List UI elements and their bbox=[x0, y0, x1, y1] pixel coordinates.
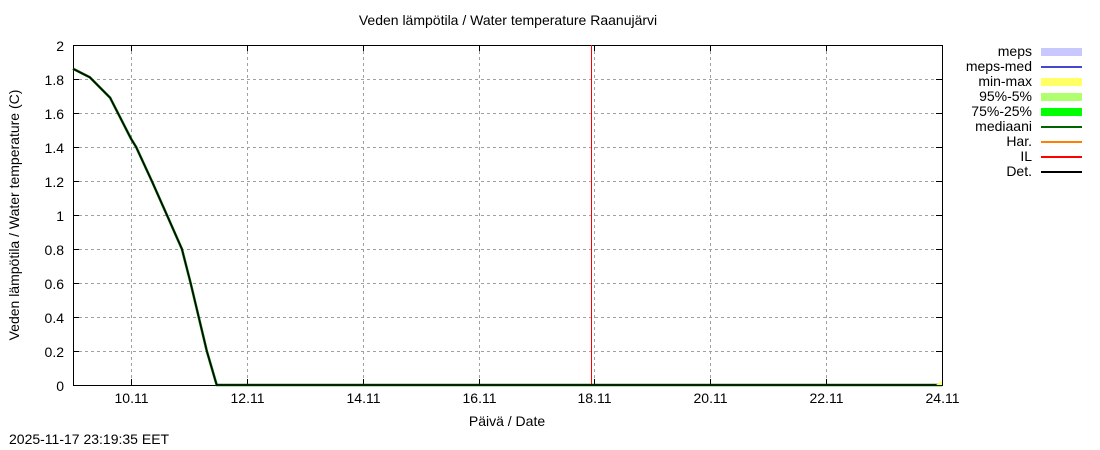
legend-swatch-icon bbox=[1041, 78, 1082, 86]
timestamp: 2025-11-17 23:19:35 EET bbox=[9, 431, 170, 447]
legend-label: min-max bbox=[978, 73, 1032, 89]
legend-label: meps bbox=[997, 43, 1032, 59]
legend-label: IL bbox=[1020, 148, 1032, 164]
x-tick-label: 20.11 bbox=[693, 390, 728, 406]
axis-ticks bbox=[73, 45, 943, 386]
legend-swatch-icon bbox=[1041, 126, 1082, 128]
legend-item: IL bbox=[940, 149, 1090, 164]
legend-label: Har. bbox=[1006, 133, 1032, 149]
y-tick-label: 1.8 bbox=[44, 71, 64, 88]
y-tick-label: 0.6 bbox=[44, 275, 64, 292]
grid-lines bbox=[73, 45, 942, 385]
legend-item: Har. bbox=[940, 134, 1090, 149]
legend-item: 95%-5% bbox=[940, 89, 1090, 104]
y-tick-label: 2 bbox=[56, 37, 64, 54]
min-max-band-sliver bbox=[936, 381, 942, 385]
legend: meps meps-med min-max 95%-5% 75%-25% mediaani… bbox=[940, 44, 1090, 179]
legend-item: meps bbox=[940, 44, 1090, 59]
chart-title: Veden lämpötila / Water temperature Raan… bbox=[358, 12, 658, 28]
legend-swatch-icon bbox=[1041, 171, 1082, 173]
x-tick-label: 12.11 bbox=[230, 390, 265, 406]
legend-swatch-icon bbox=[1041, 156, 1082, 158]
x-tick-label: 10.11 bbox=[114, 390, 149, 406]
y-tick-label: 0.4 bbox=[44, 309, 64, 326]
legend-item: Det. bbox=[940, 164, 1090, 179]
y-tick-label: 1.2 bbox=[44, 173, 64, 190]
legend-item: mediaani bbox=[940, 119, 1090, 134]
legend-label: 95%-5% bbox=[979, 88, 1032, 104]
legend-label: mediaani bbox=[975, 118, 1032, 134]
y-tick-label: 0.2 bbox=[44, 343, 64, 360]
legend-item: min-max bbox=[940, 74, 1090, 89]
y-tick-label: 1.6 bbox=[44, 105, 64, 122]
legend-swatch-icon bbox=[1041, 93, 1082, 101]
x-tick-label: 18.11 bbox=[577, 390, 612, 406]
legend-item: meps-med bbox=[940, 59, 1090, 74]
x-axis-label: Päivä / Date bbox=[468, 413, 546, 429]
legend-label: meps-med bbox=[965, 58, 1032, 74]
legend-swatch-icon bbox=[1041, 108, 1082, 116]
legend-label: Det. bbox=[1006, 163, 1032, 179]
y-tick-label: 0 bbox=[56, 377, 64, 394]
legend-swatch-icon bbox=[1041, 66, 1082, 68]
x-tick-label: 24.11 bbox=[925, 390, 960, 406]
y-tick-label: 1.4 bbox=[44, 139, 64, 156]
legend-item: 75%-25% bbox=[940, 104, 1090, 119]
det-series-line bbox=[72, 68, 942, 386]
legend-swatch-icon bbox=[1041, 48, 1082, 56]
x-tick-label: 16.11 bbox=[462, 390, 497, 406]
legend-swatch-icon bbox=[1041, 141, 1082, 143]
x-tick-label: 22.11 bbox=[809, 390, 844, 406]
legend-label: 75%-25% bbox=[971, 103, 1032, 119]
x-tick-label: 14.11 bbox=[346, 390, 381, 406]
y-tick-label: 0.8 bbox=[44, 241, 64, 258]
y-tick-label: 1 bbox=[56, 207, 64, 224]
